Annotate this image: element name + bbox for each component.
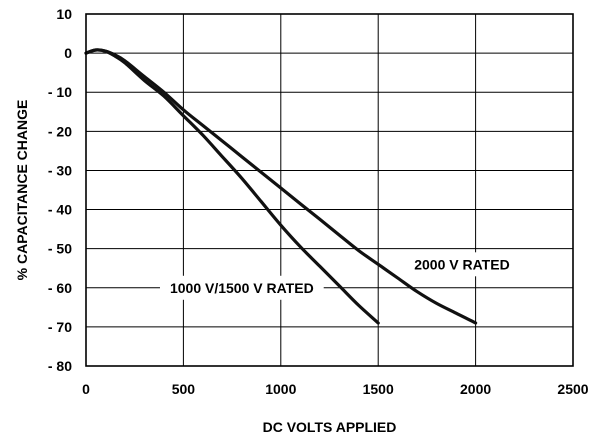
x-tick-label: 1500: [363, 381, 394, 397]
series-annotations: 1000 V/1500 V RATED 2000 V RATED: [159, 252, 520, 300]
y-tick-label: - 60: [48, 280, 72, 296]
y-tick-label: - 30: [48, 162, 72, 178]
x-tick-label: 1000: [265, 381, 296, 397]
series-label-background: [159, 275, 324, 300]
x-tick-label: 0: [82, 381, 90, 397]
series-label-2000v-rated: 2000 V RATED: [414, 256, 509, 272]
x-tick-label: 2000: [460, 381, 491, 397]
tick-labels: 0 500 1000 1500 2000 2500 10 0 - 10 - 20 - 30 - 40 -…: [48, 6, 589, 397]
x-tick-label: 500: [172, 381, 196, 397]
series-label-background: [404, 252, 520, 277]
y-tick-label: 10: [56, 6, 72, 22]
series-line-2000v-rated: [84, 48, 478, 325]
y-tick-label: 0: [64, 45, 72, 61]
x-tick-label: 2500: [557, 381, 588, 397]
y-tick-label: - 10: [48, 84, 72, 100]
y-tick-label: - 80: [48, 358, 72, 374]
grid-lines: [86, 14, 573, 366]
y-tick-label: - 20: [48, 123, 72, 139]
y-axis-label: % CAPACITANCE CHANGE: [14, 100, 30, 281]
series-label-1000v-1500v-rated: 1000 V/1500 V RATED: [170, 280, 314, 296]
series-lines: [84, 48, 478, 325]
y-tick-label: - 40: [48, 202, 72, 218]
y-tick-label: - 70: [48, 319, 72, 335]
x-axis-label: DC VOLTS APPLIED: [263, 419, 397, 435]
y-tick-label: - 50: [48, 241, 72, 257]
plot-frame: [85, 13, 574, 367]
